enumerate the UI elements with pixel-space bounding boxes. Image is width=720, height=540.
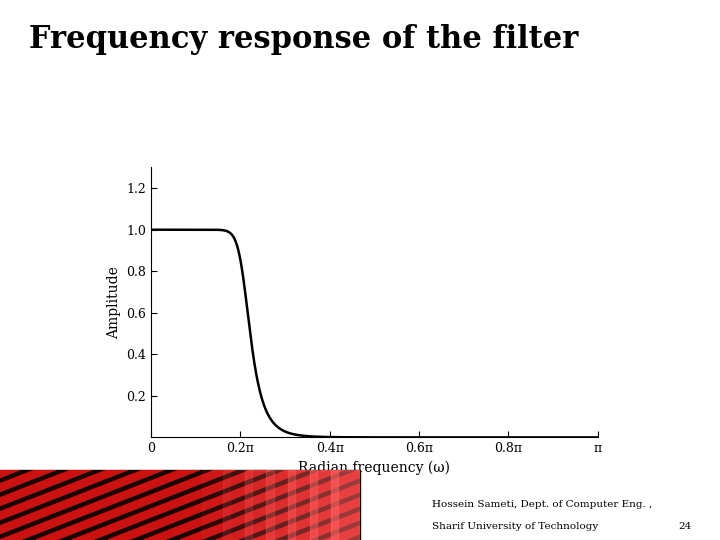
Polygon shape <box>684 470 720 540</box>
Text: Frequency response of the filter: Frequency response of the filter <box>29 24 578 55</box>
Polygon shape <box>0 470 19 540</box>
Polygon shape <box>396 470 596 540</box>
Bar <box>331 470 360 540</box>
Polygon shape <box>324 470 524 540</box>
Bar <box>310 470 338 540</box>
Polygon shape <box>0 470 164 540</box>
Text: 24: 24 <box>678 522 691 531</box>
Polygon shape <box>0 470 200 540</box>
Polygon shape <box>0 470 55 540</box>
Bar <box>245 470 274 540</box>
Polygon shape <box>252 470 452 540</box>
Bar <box>288 470 317 540</box>
Bar <box>266 470 295 540</box>
Polygon shape <box>576 470 720 540</box>
Text: Sharif University of Technology: Sharif University of Technology <box>432 522 598 531</box>
Polygon shape <box>612 470 720 540</box>
Polygon shape <box>0 470 128 540</box>
Polygon shape <box>648 470 720 540</box>
Polygon shape <box>432 470 632 540</box>
Polygon shape <box>36 470 236 540</box>
Bar <box>223 470 252 540</box>
Text: Hossein Sameti, Dept. of Computer Eng. ,: Hossein Sameti, Dept. of Computer Eng. , <box>432 501 652 509</box>
Polygon shape <box>216 470 416 540</box>
Polygon shape <box>180 470 380 540</box>
Bar <box>202 470 230 540</box>
Polygon shape <box>72 470 272 540</box>
Polygon shape <box>0 470 91 540</box>
Polygon shape <box>504 470 704 540</box>
Polygon shape <box>468 470 668 540</box>
Polygon shape <box>144 470 344 540</box>
Polygon shape <box>540 470 720 540</box>
X-axis label: Radian frequency (ω): Radian frequency (ω) <box>298 461 451 475</box>
Polygon shape <box>108 470 308 540</box>
Bar <box>180 470 209 540</box>
Polygon shape <box>288 470 488 540</box>
Polygon shape <box>360 470 560 540</box>
Y-axis label: Amplitude: Amplitude <box>107 266 121 339</box>
